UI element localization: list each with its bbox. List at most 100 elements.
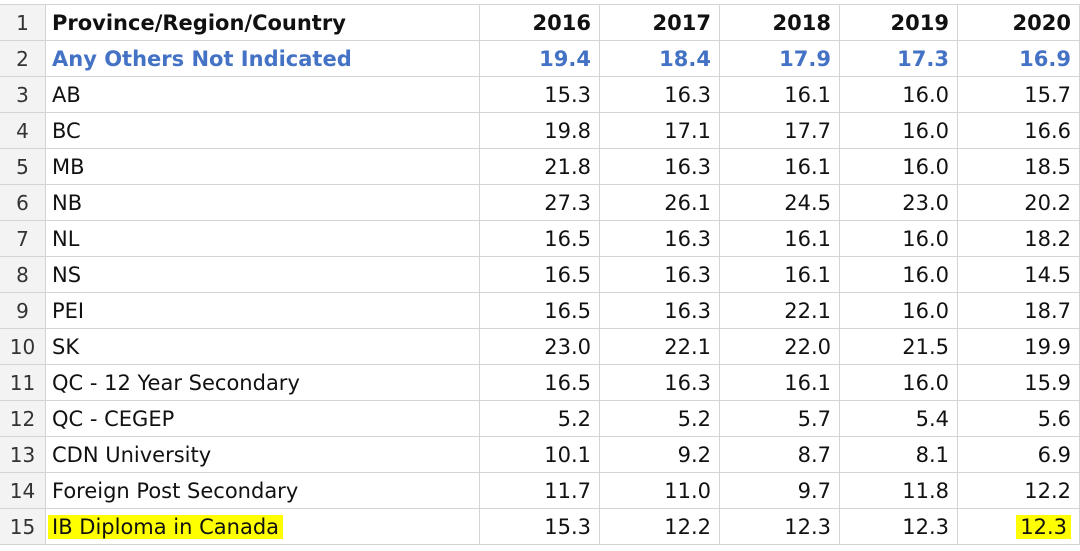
value-cell[interactable]: 8.1 [840,437,958,473]
value-cell[interactable]: 16.1 [720,365,840,401]
row-number[interactable]: 2 [0,41,46,77]
value-cell[interactable]: 21.8 [480,149,600,185]
value-cell[interactable]: 21.5 [840,329,958,365]
value-cell[interactable]: 18.7 [958,293,1080,329]
value-cell[interactable]: 12.2 [958,473,1080,509]
value-cell[interactable]: 16.3 [600,149,720,185]
value-cell[interactable]: 17.9 [720,41,840,77]
value-cell[interactable]: 16.5 [480,257,600,293]
row-number[interactable]: 4 [0,113,46,149]
value-cell[interactable]: 9.2 [600,437,720,473]
row-number[interactable]: 13 [0,437,46,473]
row-label-cell[interactable]: QC - 12 Year Secondary [46,365,480,401]
value-cell[interactable]: 16.5 [480,293,600,329]
value-cell[interactable]: 12.3 [958,509,1080,545]
value-cell[interactable]: 5.2 [600,401,720,437]
value-cell[interactable]: 5.7 [720,401,840,437]
value-cell[interactable]: 19.8 [480,113,600,149]
value-cell[interactable]: 17.7 [720,113,840,149]
value-cell[interactable]: 12.3 [720,509,840,545]
row-label-cell[interactable]: NB [46,185,480,221]
value-cell[interactable]: 26.1 [600,185,720,221]
value-cell[interactable]: 8.7 [720,437,840,473]
value-cell[interactable]: 17.1 [600,113,720,149]
header-cell-year[interactable]: 2018 [720,5,840,41]
value-cell[interactable]: 18.2 [958,221,1080,257]
value-cell[interactable]: 16.3 [600,77,720,113]
value-cell[interactable]: 16.5 [480,365,600,401]
value-cell[interactable]: 16.3 [600,221,720,257]
row-number[interactable]: 11 [0,365,46,401]
value-cell[interactable]: 16.6 [958,113,1080,149]
header-cell-year[interactable]: 2017 [600,5,720,41]
value-cell[interactable]: 16.0 [840,293,958,329]
row-number[interactable]: 10 [0,329,46,365]
value-cell[interactable]: 16.1 [720,221,840,257]
value-cell[interactable]: 16.1 [720,257,840,293]
value-cell[interactable]: 16.0 [840,149,958,185]
row-number[interactable]: 5 [0,149,46,185]
row-number[interactable]: 12 [0,401,46,437]
row-number[interactable]: 7 [0,221,46,257]
value-cell[interactable]: 16.5 [480,221,600,257]
row-number[interactable]: 1 [0,5,46,41]
value-cell[interactable]: 16.0 [840,365,958,401]
value-cell[interactable]: 11.0 [600,473,720,509]
value-cell[interactable]: 22.1 [600,329,720,365]
value-cell[interactable]: 10.1 [480,437,600,473]
row-label-cell[interactable]: CDN University [46,437,480,473]
row-label-cell[interactable]: MB [46,149,480,185]
value-cell[interactable]: 16.3 [600,293,720,329]
value-cell[interactable]: 27.3 [480,185,600,221]
row-label-cell[interactable]: AB [46,77,480,113]
row-label-cell[interactable]: NL [46,221,480,257]
row-number[interactable]: 3 [0,77,46,113]
value-cell[interactable]: 16.9 [958,41,1080,77]
row-number[interactable]: 14 [0,473,46,509]
value-cell[interactable]: 12.3 [840,509,958,545]
value-cell[interactable]: 5.6 [958,401,1080,437]
value-cell[interactable]: 16.0 [840,77,958,113]
value-cell[interactable]: 22.1 [720,293,840,329]
value-cell[interactable]: 16.0 [840,221,958,257]
value-cell[interactable]: 24.5 [720,185,840,221]
row-number[interactable]: 9 [0,293,46,329]
value-cell[interactable]: 9.7 [720,473,840,509]
value-cell[interactable]: 15.3 [480,77,600,113]
row-label-cell[interactable]: BC [46,113,480,149]
row-label-cell[interactable]: Any Others Not Indicated [46,41,480,77]
header-cell-label[interactable]: Province/Region/Country [46,5,480,41]
value-cell[interactable]: 19.9 [958,329,1080,365]
value-cell[interactable]: 11.7 [480,473,600,509]
value-cell[interactable]: 11.8 [840,473,958,509]
value-cell[interactable]: 15.7 [958,77,1080,113]
value-cell[interactable]: 20.2 [958,185,1080,221]
value-cell[interactable]: 23.0 [840,185,958,221]
row-label-cell[interactable]: QC - CEGEP [46,401,480,437]
value-cell[interactable]: 5.4 [840,401,958,437]
header-cell-year[interactable]: 2019 [840,5,958,41]
value-cell[interactable]: 16.3 [600,257,720,293]
row-number[interactable]: 6 [0,185,46,221]
value-cell[interactable]: 23.0 [480,329,600,365]
value-cell[interactable]: 22.0 [720,329,840,365]
row-label-cell[interactable]: PEI [46,293,480,329]
row-number[interactable]: 15 [0,509,46,545]
row-label-cell[interactable]: IB Diploma in Canada [46,509,480,545]
header-cell-year[interactable]: 2016 [480,5,600,41]
value-cell[interactable]: 16.0 [840,257,958,293]
value-cell[interactable]: 15.9 [958,365,1080,401]
value-cell[interactable]: 17.3 [840,41,958,77]
header-cell-year[interactable]: 2020 [958,5,1080,41]
value-cell[interactable]: 16.3 [600,365,720,401]
value-cell[interactable]: 16.1 [720,149,840,185]
value-cell[interactable]: 18.4 [600,41,720,77]
row-label-cell[interactable]: SK [46,329,480,365]
value-cell[interactable]: 12.2 [600,509,720,545]
value-cell[interactable]: 14.5 [958,257,1080,293]
value-cell[interactable]: 18.5 [958,149,1080,185]
value-cell[interactable]: 6.9 [958,437,1080,473]
row-label-cell[interactable]: NS [46,257,480,293]
row-number[interactable]: 8 [0,257,46,293]
value-cell[interactable]: 16.1 [720,77,840,113]
